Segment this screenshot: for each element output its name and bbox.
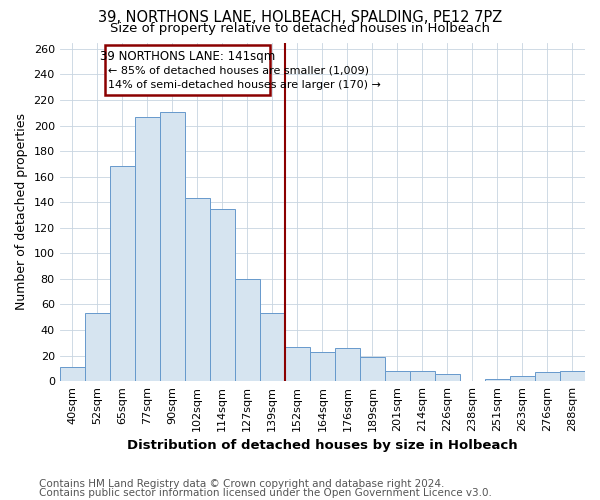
- Text: 39 NORTHONS LANE: 141sqm: 39 NORTHONS LANE: 141sqm: [100, 50, 275, 63]
- Bar: [59, 367, 85, 381]
- Bar: [385, 371, 410, 381]
- X-axis label: Distribution of detached houses by size in Holbeach: Distribution of detached houses by size …: [127, 440, 518, 452]
- Text: ← 85% of detached houses are smaller (1,009): ← 85% of detached houses are smaller (1,…: [109, 66, 370, 76]
- Text: Size of property relative to detached houses in Holbeach: Size of property relative to detached ho…: [110, 22, 490, 35]
- Bar: [235, 279, 260, 381]
- Bar: [185, 198, 210, 381]
- Bar: [135, 116, 160, 381]
- Bar: [210, 208, 235, 381]
- Y-axis label: Number of detached properties: Number of detached properties: [15, 114, 28, 310]
- Bar: [410, 371, 435, 381]
- Bar: [310, 352, 335, 381]
- Bar: [560, 371, 585, 381]
- Bar: [510, 376, 535, 381]
- Bar: [85, 314, 110, 381]
- Bar: [110, 166, 135, 381]
- Text: 39, NORTHONS LANE, HOLBEACH, SPALDING, PE12 7PZ: 39, NORTHONS LANE, HOLBEACH, SPALDING, P…: [98, 10, 502, 25]
- Text: 14% of semi-detached houses are larger (170) →: 14% of semi-detached houses are larger (…: [109, 80, 382, 90]
- Bar: [160, 112, 185, 381]
- FancyBboxPatch shape: [104, 45, 270, 95]
- Bar: [485, 378, 510, 381]
- Text: Contains HM Land Registry data © Crown copyright and database right 2024.: Contains HM Land Registry data © Crown c…: [39, 479, 445, 489]
- Bar: [435, 374, 460, 381]
- Bar: [535, 372, 560, 381]
- Bar: [285, 346, 310, 381]
- Bar: [335, 348, 360, 381]
- Text: Contains public sector information licensed under the Open Government Licence v3: Contains public sector information licen…: [39, 488, 492, 498]
- Bar: [360, 357, 385, 381]
- Bar: [260, 314, 285, 381]
